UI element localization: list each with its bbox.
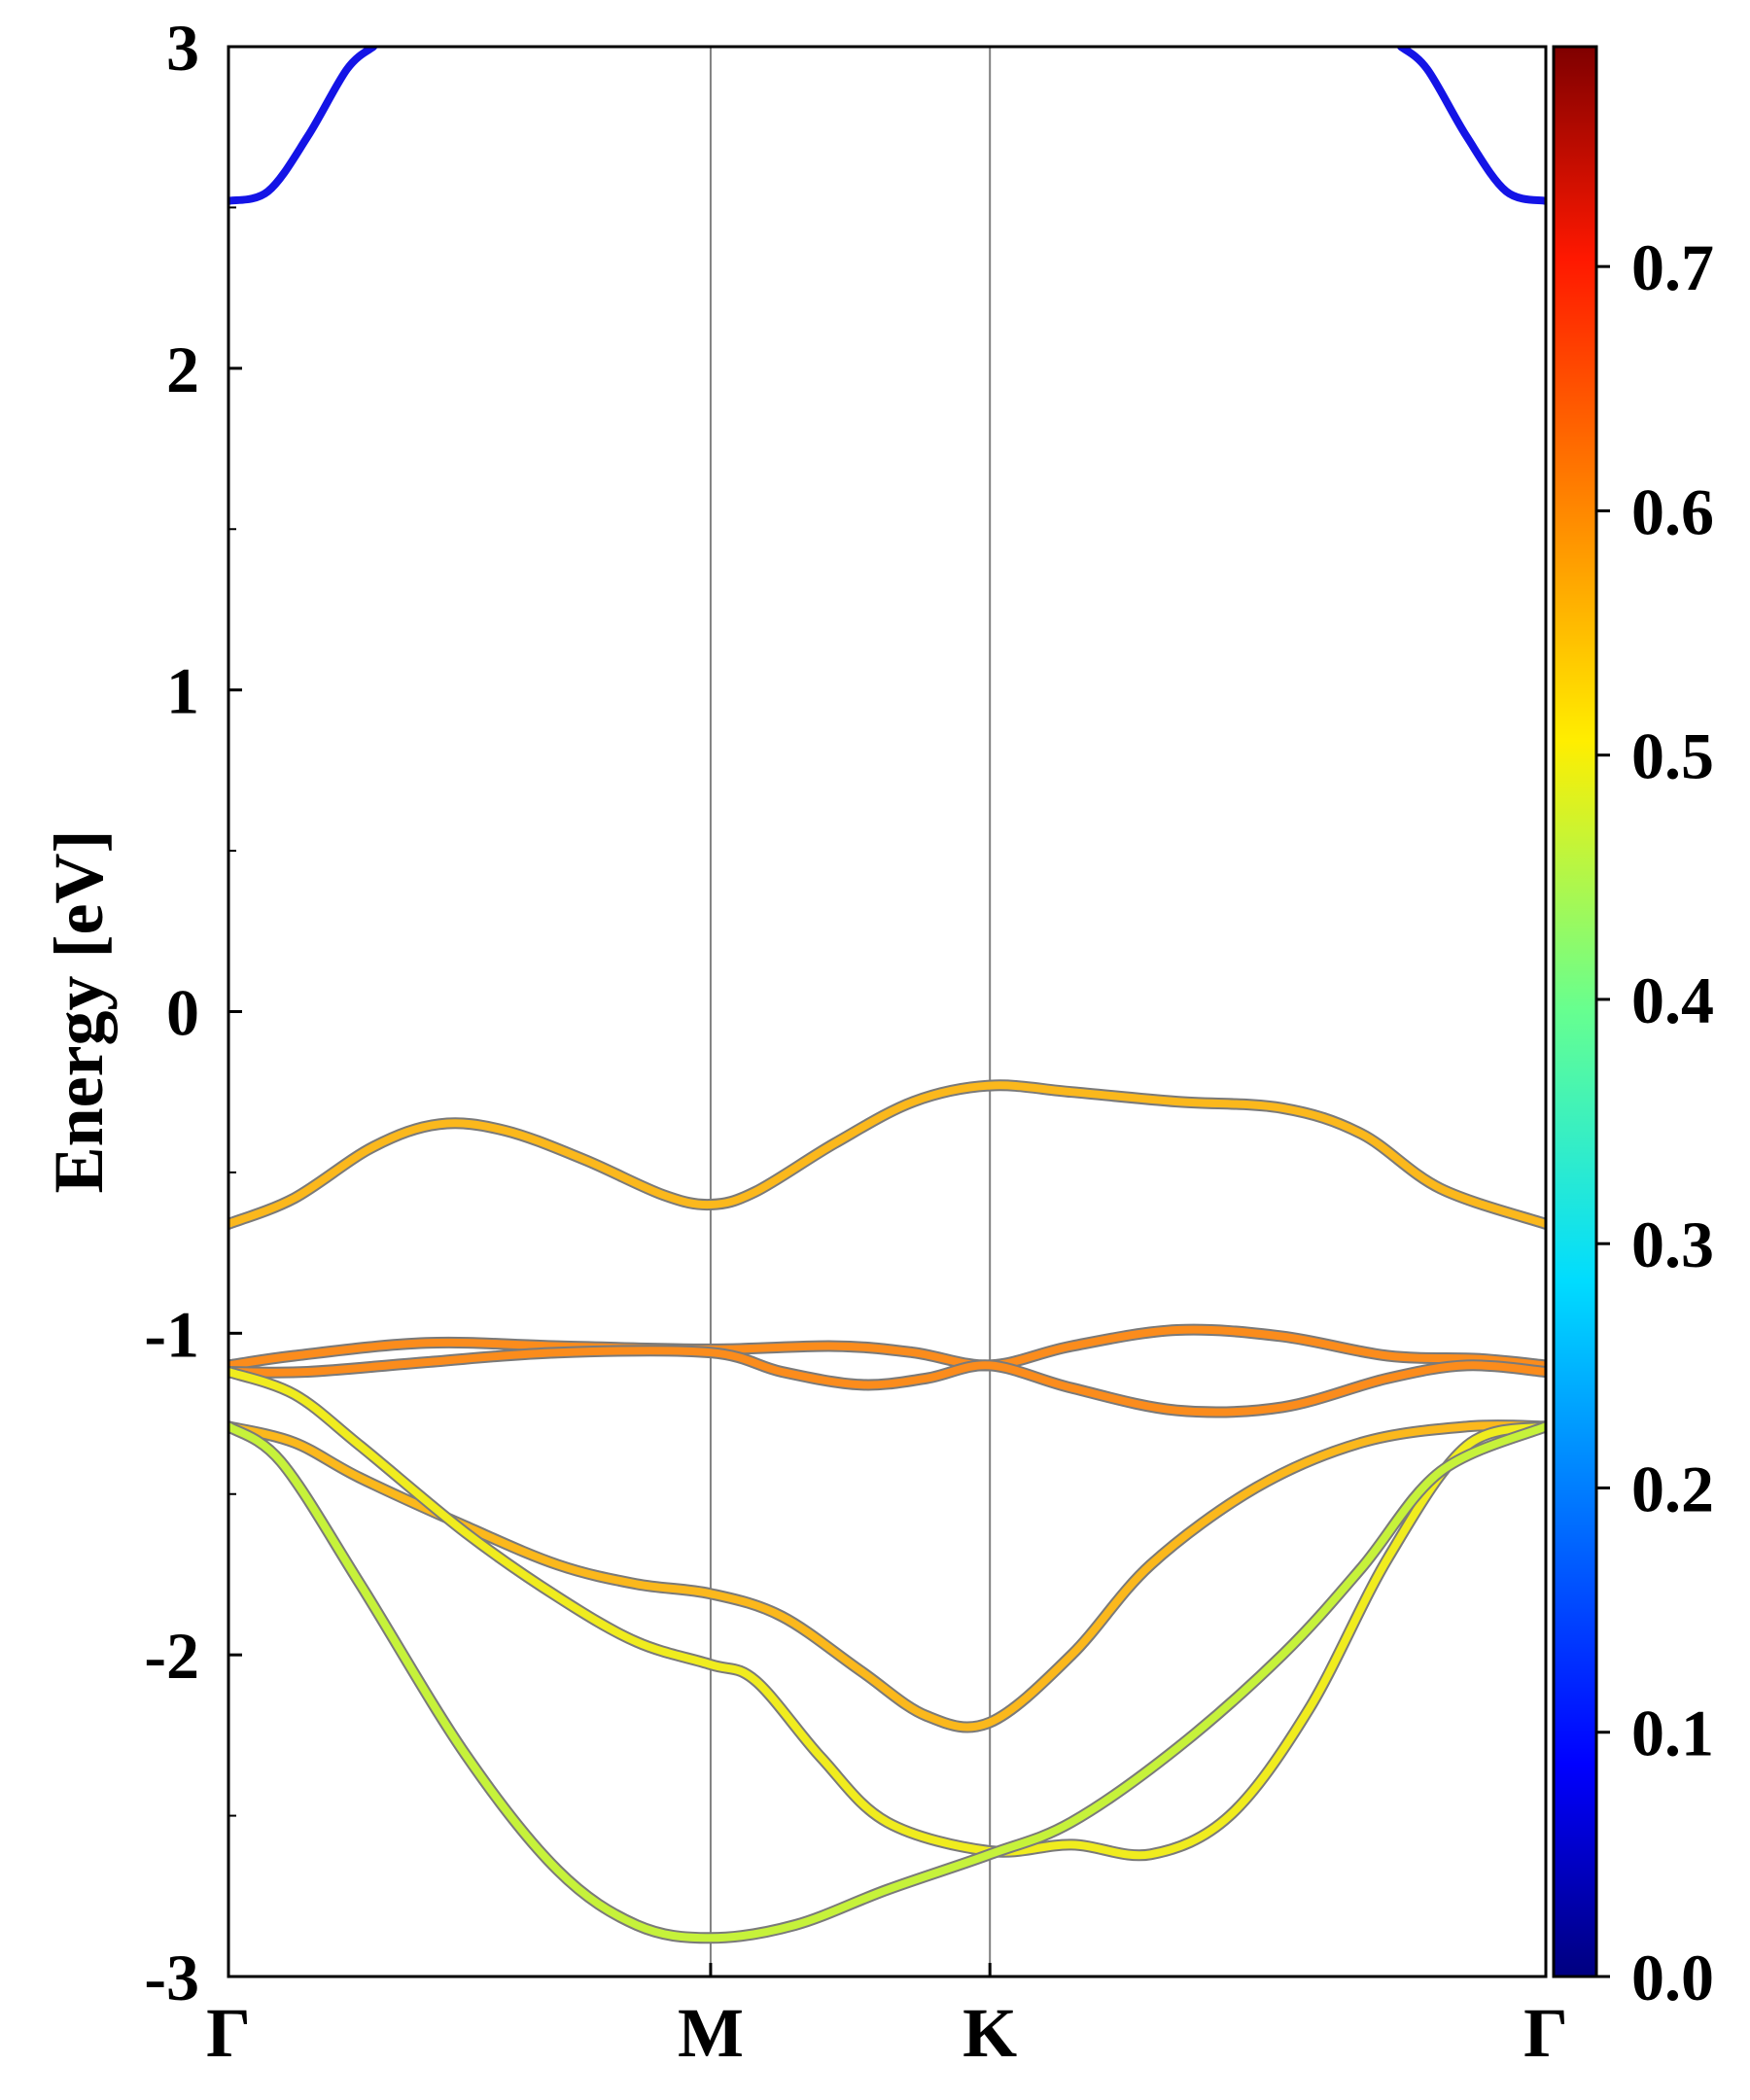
colorbar-tick-label-5: 0.5 xyxy=(1631,719,1714,793)
colorbar-tick-label-0: 0.0 xyxy=(1631,1941,1714,2014)
y-tick-label-0: -3 xyxy=(144,1941,199,2014)
band-line-2 xyxy=(228,1081,1546,1228)
colorbar-tick-label-2: 0.2 xyxy=(1631,1452,1714,1525)
band-outline-2 xyxy=(228,1079,1546,1230)
colorbar-tick-label-4: 0.4 xyxy=(1631,963,1714,1037)
y-axis-ticks: -3 -2 -1 0 1 2 3 xyxy=(144,11,242,2014)
colorbar xyxy=(1552,45,1598,1978)
colorbar-tick-label-1: 0.1 xyxy=(1631,1697,1714,1770)
band-line-4 xyxy=(228,1347,1546,1417)
band-line-3 xyxy=(228,1325,1546,1370)
colorbar-tick-label-3: 0.3 xyxy=(1631,1208,1714,1281)
colorbar-ticks: 0.0 0.1 0.2 0.3 0.4 0.5 0.6 0.7 xyxy=(1596,230,1714,2014)
y-tick-label-6: 3 xyxy=(166,11,199,85)
y-tick-label-3: 0 xyxy=(166,976,199,1050)
band-line-1 xyxy=(1397,47,1546,205)
y-tick-label-1: -2 xyxy=(144,1619,199,1693)
y-tick-label-5: 2 xyxy=(166,332,199,406)
band-line-0 xyxy=(228,47,378,205)
y-tick-label-4: 1 xyxy=(166,654,199,728)
y-axis-title: Energy [eV] xyxy=(40,830,118,1194)
colorbar-tick-label-7: 0.7 xyxy=(1631,230,1714,304)
band-line-7 xyxy=(228,1422,1546,1942)
x-tick-label-1: M xyxy=(678,1994,744,2072)
x-tick-label-0: Γ xyxy=(206,1994,251,2072)
x-tick-label-3: Γ xyxy=(1523,1994,1568,2072)
y-tick-label-2: -1 xyxy=(144,1297,199,1371)
kpath-lines xyxy=(709,47,992,1977)
band-series xyxy=(228,47,1546,1944)
band-line-6 xyxy=(228,1368,1546,1860)
x-tick-label-2: K xyxy=(962,1994,1017,2072)
colorbar-tick-label-6: 0.6 xyxy=(1631,474,1714,548)
